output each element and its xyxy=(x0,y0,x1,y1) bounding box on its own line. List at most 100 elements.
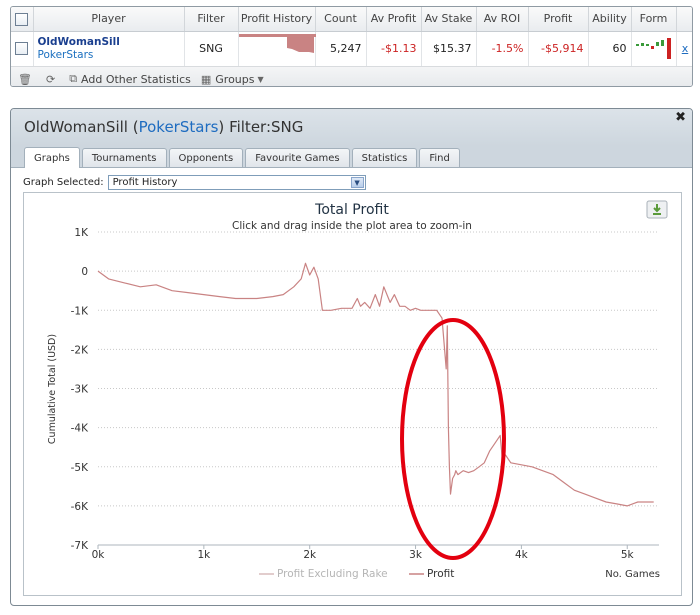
chart-subtitle: Click and drag inside the plot area to z… xyxy=(232,220,472,232)
delete-button[interactable]: 🗑 xyxy=(18,73,36,86)
chart-series xyxy=(97,262,654,507)
download-button[interactable] xyxy=(646,200,668,219)
column-header-filter[interactable]: Filter xyxy=(184,7,239,32)
tab-tournaments[interactable]: Tournaments xyxy=(81,148,167,167)
select-all-header[interactable] xyxy=(11,7,34,32)
refresh-button[interactable]: ⟳ xyxy=(46,73,59,86)
tab-favourite-games[interactable]: Favourite Games xyxy=(245,148,350,167)
player-site-link[interactable]: PokerStars xyxy=(37,48,94,61)
column-header-av-stake[interactable]: Av Stake xyxy=(421,7,477,32)
y-axis-label: Cumulative Total (USD) xyxy=(47,334,58,444)
table-header-row: Player Filter Profit History Count Av Pr… xyxy=(11,7,692,32)
y-tick-label: -4K xyxy=(71,423,89,435)
legend-label-profit: Profit xyxy=(427,568,454,580)
select-all-checkbox[interactable] xyxy=(15,12,29,26)
y-tick-label: -5K xyxy=(71,462,89,474)
panel-open-paren: ( xyxy=(132,118,139,136)
close-icon[interactable]: ✖ xyxy=(675,110,686,125)
form-bar xyxy=(650,45,654,49)
y-tick-label: -7K xyxy=(71,540,89,552)
panel-site-link[interactable]: PokerStars xyxy=(138,118,219,136)
graph-selected-label: Graph Selected: xyxy=(23,177,104,188)
legend-item-profit[interactable]: Profit xyxy=(409,568,454,580)
stats-toolbar: 🗑 ⟳ ⧉ Add Other Statistics ▦ Groups ▼ xyxy=(11,66,692,86)
y-tick-label: -3K xyxy=(71,384,89,396)
groups-icon: ▦ xyxy=(200,72,212,86)
panel-close-paren: ) xyxy=(218,118,225,136)
chart-gridlines xyxy=(98,231,659,507)
chevron-down-icon: ▼ xyxy=(257,74,264,84)
profit-chart[interactable]: Total Profit Click and drag inside the p… xyxy=(24,193,681,595)
graph-select-row: Graph Selected: Profit History ▼ xyxy=(23,175,366,190)
x-tick-label: 4k xyxy=(515,549,529,561)
tab-find[interactable]: Find xyxy=(419,148,460,167)
form-bar xyxy=(666,37,671,59)
column-header-form[interactable]: Form xyxy=(631,7,677,32)
groups-dropdown[interactable]: ▦ Groups ▼ xyxy=(201,73,264,86)
annotation-circle xyxy=(400,318,506,560)
tab-opponents[interactable]: Opponents xyxy=(168,148,244,167)
column-header-profit[interactable]: Profit xyxy=(528,7,589,32)
player-cell[interactable]: OldWomanSill PokerStars xyxy=(33,31,185,67)
panel-filter-text: Filter:SNG xyxy=(229,118,304,136)
remove-player-link[interactable]: x xyxy=(681,42,689,55)
sparkline-drop xyxy=(286,36,314,53)
chart-title: Total Profit xyxy=(314,202,389,218)
legend-item-profit-excluding-rake[interactable]: Profit Excluding Rake xyxy=(259,568,388,580)
dropdown-arrow-icon[interactable]: ▼ xyxy=(350,177,364,188)
column-header-count[interactable]: Count xyxy=(315,7,367,32)
series-line-profit xyxy=(97,262,654,507)
chart-container: Total Profit Click and drag inside the p… xyxy=(23,192,682,596)
add-other-statistics-label: Add Other Statistics xyxy=(81,72,191,86)
sparkline-top-strip xyxy=(238,33,316,37)
y-tick-label: -1K xyxy=(71,305,89,317)
av-roi-cell: -1.5% xyxy=(476,31,529,67)
table-row[interactable]: OldWomanSill PokerStars SNG 5,247 -$1.13… xyxy=(11,31,692,67)
row-select-cell[interactable] xyxy=(11,31,34,67)
add-other-statistics-button[interactable]: ⧉ Add Other Statistics xyxy=(69,72,191,86)
legend: Profit Excluding Rake Profit xyxy=(259,568,454,580)
column-header-av-profit[interactable]: Av Profit xyxy=(366,7,422,32)
av-stake-cell: $15.37 xyxy=(421,31,477,67)
column-header-ability[interactable]: Ability xyxy=(588,7,632,32)
x-tick-label: 0k xyxy=(92,549,106,561)
av-profit-cell: -$1.13 xyxy=(366,31,422,67)
legend-label-profit-excluding-rake: Profit Excluding Rake xyxy=(277,568,388,580)
form-bar xyxy=(640,42,644,46)
form-bar xyxy=(660,39,664,46)
groups-label: Groups xyxy=(215,72,255,86)
x-tick-label: 3k xyxy=(409,549,423,561)
remove-cell[interactable]: x xyxy=(676,31,692,67)
profit-history-sparkline xyxy=(238,33,316,53)
ability-cell: 60 xyxy=(588,31,632,67)
profit-cell: -$5,914 xyxy=(528,31,589,67)
stats-table: Player Filter Profit History Count Av Pr… xyxy=(11,7,692,67)
y-tick-label: -2K xyxy=(71,344,89,356)
graph-select-dropdown[interactable]: Profit History ▼ xyxy=(107,175,366,190)
column-header-player[interactable]: Player xyxy=(33,7,185,32)
x-axis-ticks: 0k 1k 2k 3k 4k 5k xyxy=(92,545,635,561)
graph-selected-value: Profit History xyxy=(112,177,178,188)
form-bar xyxy=(645,43,649,46)
form-bar xyxy=(655,41,659,46)
tab-strip: Graphs Tournaments Opponents Favourite G… xyxy=(11,146,692,168)
trash-icon: 🗑 xyxy=(18,72,32,86)
count-cell: 5,247 xyxy=(315,31,367,67)
filter-cell: SNG xyxy=(184,31,239,67)
x-axis-label: No. Games xyxy=(605,569,660,580)
column-header-av-roi[interactable]: Av ROI xyxy=(476,7,529,32)
y-tick-label: 1K xyxy=(74,227,89,239)
profit-history-cell xyxy=(238,31,316,67)
x-tick-label: 1k xyxy=(197,549,211,561)
column-header-profit-history[interactable]: Profit History xyxy=(238,7,316,32)
tab-graphs[interactable]: Graphs xyxy=(24,147,80,168)
tab-statistics[interactable]: Statistics xyxy=(351,148,418,167)
y-axis-ticks: 1K 0 -1K -2K -3K -4K -5K -6K -7K xyxy=(71,227,89,552)
column-header-blank xyxy=(676,7,692,32)
player-detail-panel: OldWomanSill (PokerStars) Filter:SNG ✖ G… xyxy=(10,108,693,606)
row-checkbox[interactable] xyxy=(15,42,29,56)
panel-header: OldWomanSill (PokerStars) Filter:SNG xyxy=(11,109,692,146)
y-tick-label: -6K xyxy=(71,501,89,513)
form-bar xyxy=(635,43,639,46)
player-name-link[interactable]: OldWomanSill xyxy=(37,35,120,48)
